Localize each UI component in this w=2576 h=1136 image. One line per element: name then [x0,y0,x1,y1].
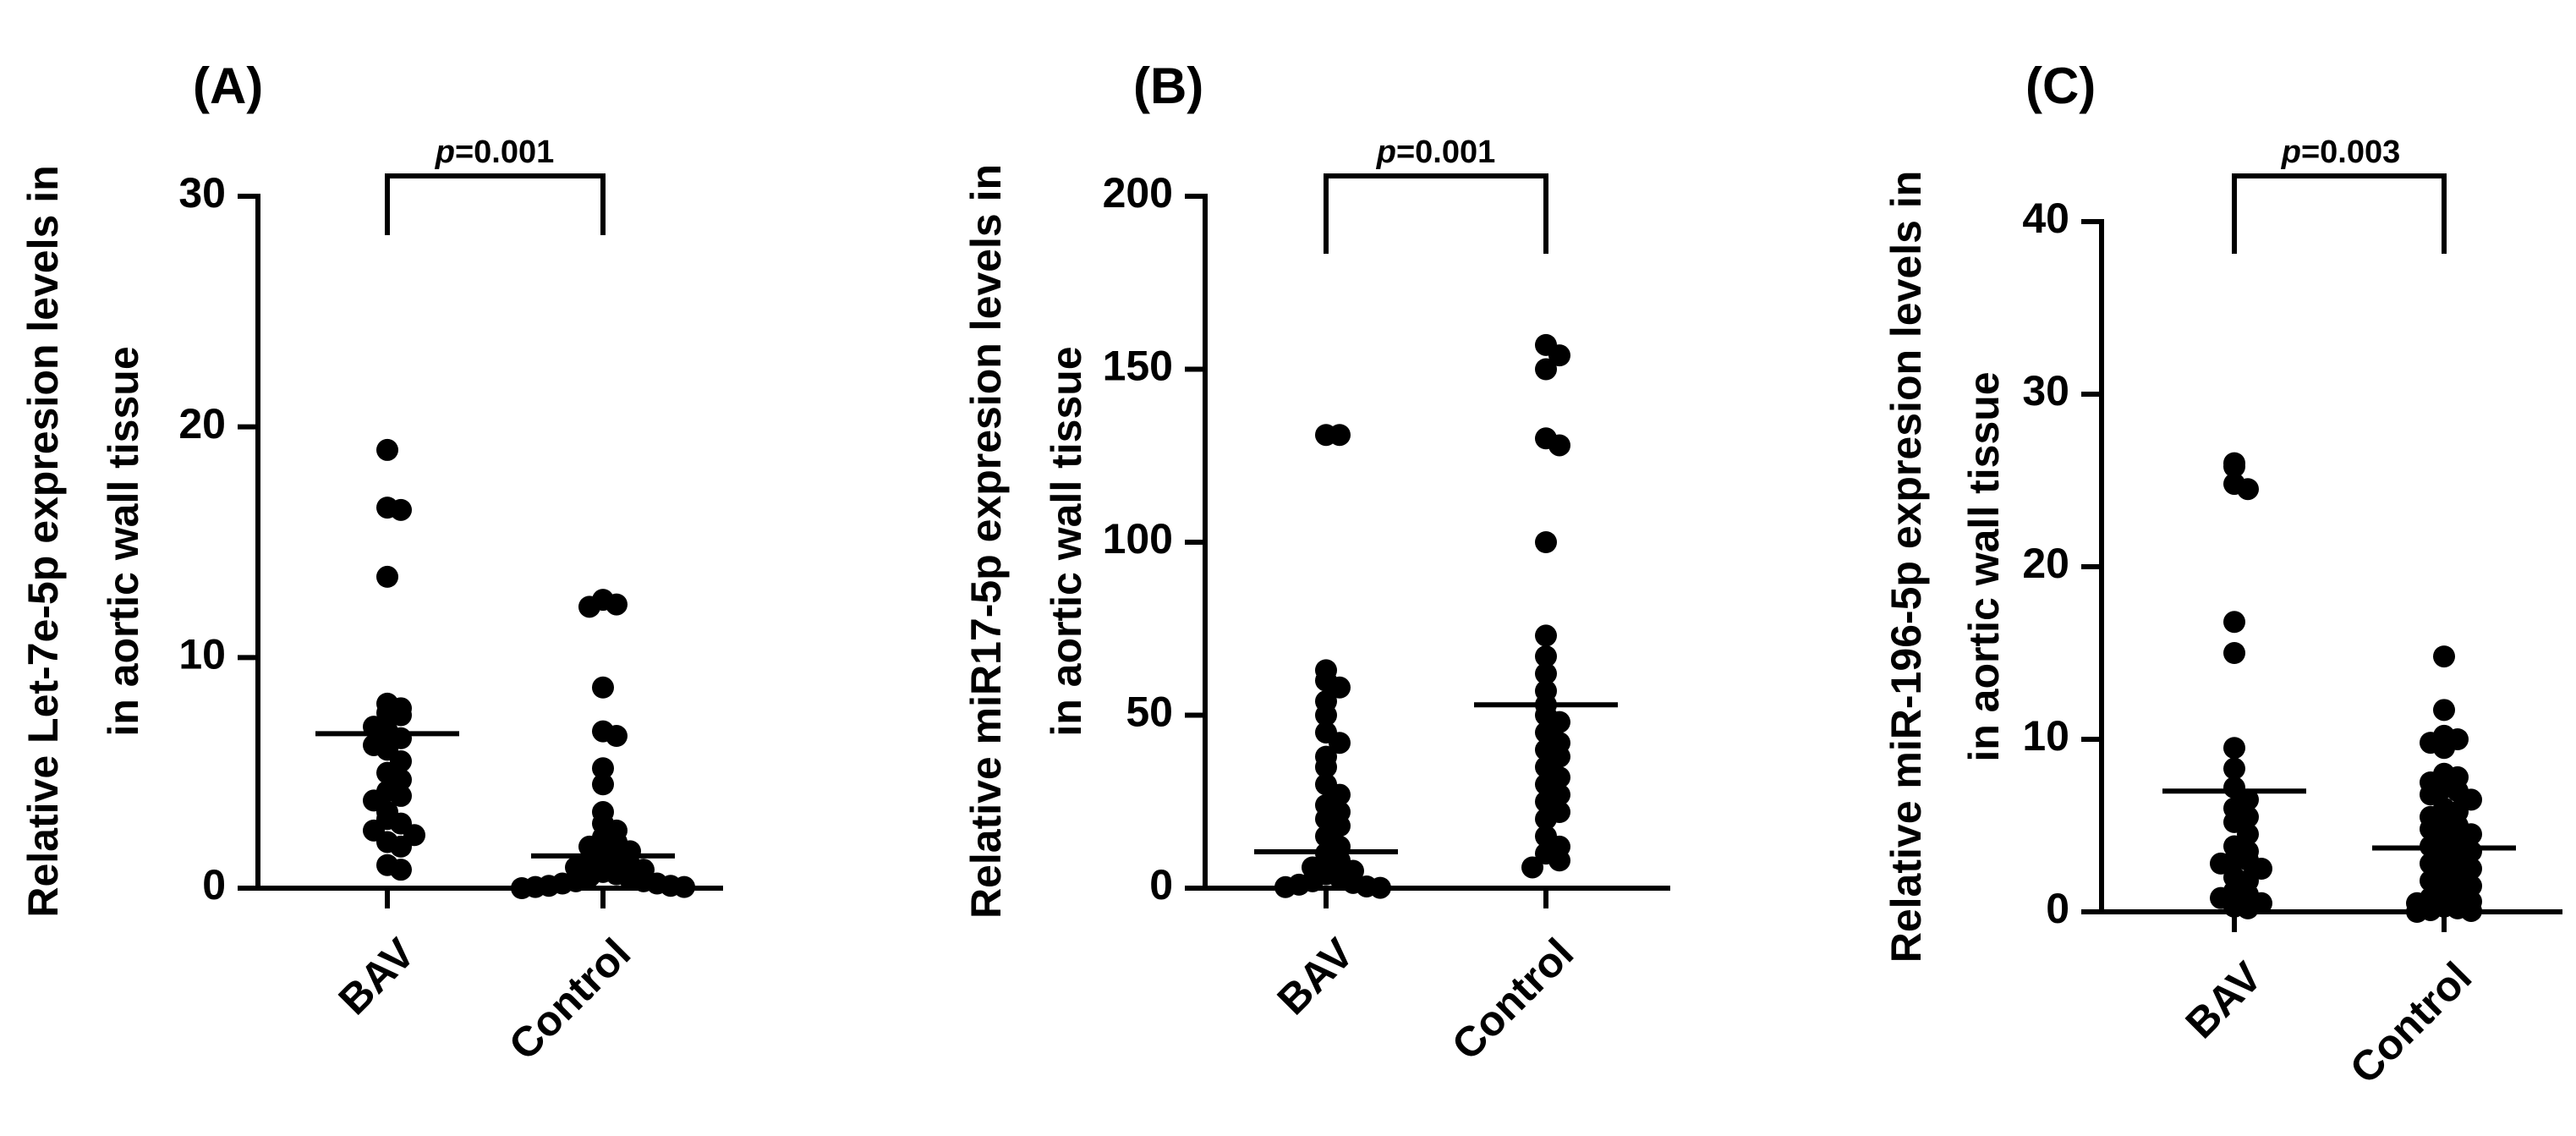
p-value-label: p=0.003 [2281,134,2401,170]
data-point [1315,704,1337,727]
data-point [1535,645,1557,667]
data-point [606,593,628,616]
data-point [1535,531,1557,553]
y-tick-label: 0 [2046,885,2069,932]
y-tick-label: 20 [2022,540,2069,587]
panel-b: (B) Relative miR17-5p expresion levels in… [962,58,1670,1069]
data-point [1548,344,1570,367]
data-point [1535,808,1557,831]
y-tick-label: 0 [1149,861,1173,908]
category-label-bav: BAV [1269,929,1363,1023]
data-point [2223,611,2245,634]
p-value-label: p=0.001 [435,134,555,170]
panel-c: (C) Relative miR-196-5p expresion levels … [1883,58,2562,1093]
data-point [1535,358,1557,381]
y-axis-label-line-1: Relative miR17-5p expresion levels in [962,164,1010,919]
data-point [1315,755,1337,778]
y-axis-label-line-2: in aortic wall tissue [1960,371,2008,761]
y-axis-label-line-2: in aortic wall tissue [1043,346,1090,736]
data-point [1535,624,1557,647]
data-point [1329,676,1351,699]
data-point [2223,757,2245,780]
data-point [2433,645,2455,668]
category-label-bav: BAV [330,929,425,1023]
category-label-bav: BAV [2177,952,2272,1047]
data-point [390,704,412,727]
data-point [1521,856,1543,879]
data-point [2223,642,2245,664]
data-point [1329,732,1351,755]
data-point [2406,901,2428,923]
data-point [1369,876,1391,899]
panel-letter: (A) [193,58,263,114]
data-point [390,835,412,858]
data-point [2433,737,2455,760]
data-point [2237,478,2259,501]
panel-letter: (B) [1133,58,1203,114]
data-point [2433,699,2455,722]
data-point [592,773,614,796]
panel-a: (A) Relative Let-7e-5p expresion levels i… [19,58,723,1069]
data-point [511,877,533,899]
category-label-control: Control [500,930,639,1069]
data-point [592,757,614,780]
data-point [2420,783,2442,806]
p-value-label: p=0.001 [1376,134,1496,170]
data-point [1329,424,1351,447]
data-point [390,498,412,521]
y-tick-label: 10 [178,631,226,678]
data-point [673,875,695,898]
y-tick-label: 30 [178,169,226,217]
significance-bracket [1324,173,1548,254]
y-tick-label: 30 [2022,367,2069,414]
data-point [390,859,412,881]
significance-bracket [2232,173,2447,254]
data-point [376,438,398,461]
significance-bracket [385,173,606,235]
y-axis-label-line-1: Relative Let-7e-5p expresion levels in [19,165,67,917]
y-tick-label: 20 [178,400,226,447]
data-point [1274,875,1296,898]
data-point [2237,897,2259,919]
data-point [376,565,398,588]
y-tick-label: 50 [1126,689,1173,736]
panel-letter: (C) [2025,58,2096,114]
y-tick-label: 0 [202,861,226,908]
category-label-control: Control [2341,953,2480,1093]
y-tick-label: 150 [1103,343,1173,390]
data-point [592,676,614,699]
y-tick-label: 40 [2022,195,2069,242]
data-point [1548,434,1570,457]
data-point [2223,455,2245,478]
y-tick-label: 10 [2022,712,2069,760]
data-point [2460,899,2482,922]
y-tick-label: 100 [1103,515,1173,563]
data-point [390,784,412,807]
data-point [606,725,628,748]
category-label-control: Control [1443,930,1582,1069]
data-point [1535,662,1557,685]
data-point [2210,852,2232,875]
data-point [578,595,600,618]
y-axis-label-line-2: in aortic wall tissue [100,346,147,736]
data-point [2223,737,2245,760]
y-tick-label: 200 [1103,169,1173,217]
data-point [1548,849,1570,872]
y-axis-label-line-1: Relative miR-196-5p expresion levels in [1883,171,1930,963]
